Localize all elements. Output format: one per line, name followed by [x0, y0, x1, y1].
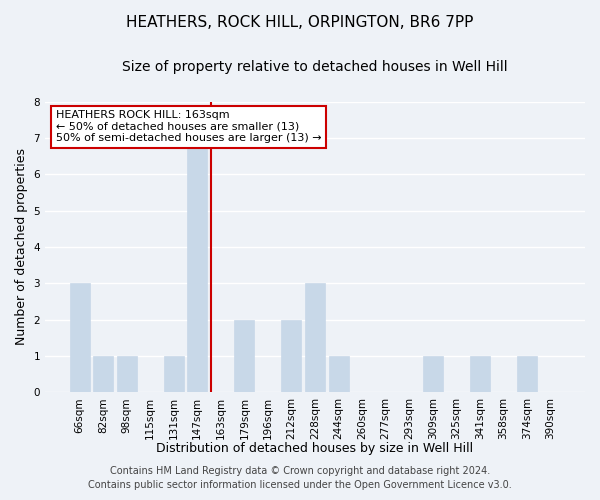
Bar — [281, 320, 301, 392]
Text: Contains HM Land Registry data © Crown copyright and database right 2024.
Contai: Contains HM Land Registry data © Crown c… — [88, 466, 512, 490]
Text: HEATHERS, ROCK HILL, ORPINGTON, BR6 7PP: HEATHERS, ROCK HILL, ORPINGTON, BR6 7PP — [127, 15, 473, 30]
Bar — [235, 320, 254, 392]
Text: HEATHERS ROCK HILL: 163sqm
← 50% of detached houses are smaller (13)
50% of semi: HEATHERS ROCK HILL: 163sqm ← 50% of deta… — [56, 110, 322, 144]
Bar — [470, 356, 490, 392]
Bar — [305, 283, 325, 392]
X-axis label: Distribution of detached houses by size in Well Hill: Distribution of detached houses by size … — [157, 442, 473, 455]
Bar — [164, 356, 184, 392]
Title: Size of property relative to detached houses in Well Hill: Size of property relative to detached ho… — [122, 60, 508, 74]
Bar — [93, 356, 113, 392]
Bar — [517, 356, 537, 392]
Bar — [116, 356, 137, 392]
Bar — [70, 283, 89, 392]
Bar — [329, 356, 349, 392]
Y-axis label: Number of detached properties: Number of detached properties — [15, 148, 28, 346]
Bar — [187, 138, 208, 392]
Bar — [423, 356, 443, 392]
